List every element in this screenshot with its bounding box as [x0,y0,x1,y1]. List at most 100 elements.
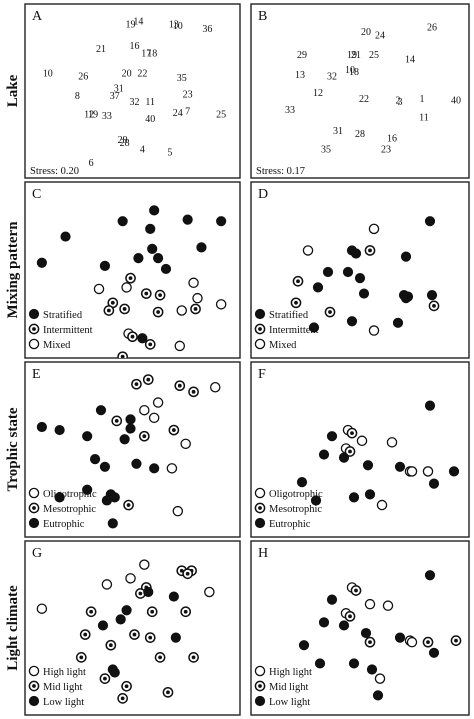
stress-value: Stress: 0.20 [30,166,79,177]
point-label: 6 [89,158,94,169]
point-filled [54,492,65,503]
point-filled [196,242,207,253]
point-label: 2 [396,96,401,107]
point-filled [117,216,128,227]
point-open [152,397,164,408]
point-dot [144,339,156,350]
legend-label: Oligotrophic [269,489,323,500]
legend-item: High light [28,665,86,678]
point-dot [180,606,192,618]
point-filled [298,640,310,651]
point-dot [450,635,462,646]
point-filled [326,594,338,605]
point-filled [99,260,111,271]
legend-item: Mesotrophic [254,502,322,515]
point-open [166,463,178,474]
panel-letter: F [258,367,266,382]
point-filled [82,484,93,495]
legend-label: Mixed [43,340,71,351]
point-filled [182,214,193,225]
point-filled [338,452,350,463]
panel-frame [24,181,241,359]
point-dot [28,323,40,335]
point-dot [290,297,302,309]
legend: High light Mid light Low light [254,665,312,708]
point-label: 7 [185,106,190,117]
point-dot [422,636,434,648]
point-label: 18 [349,67,359,78]
point-label: 28 [120,138,130,149]
point-dot [131,378,142,390]
legend: Oligotrophic Mesotrophic Eutrophic [28,487,97,530]
legend-label: Low light [43,697,84,708]
point-filled [28,695,40,707]
point-filled [121,605,132,616]
legend-item: Mid light [254,680,308,693]
point-label: 17 [141,49,151,60]
point-label: 40 [451,96,461,107]
point-filled [448,466,460,477]
legend-label: High light [269,667,312,678]
point-filled [168,591,179,602]
legend-item: Intermittent [254,323,319,336]
panel-frame [250,3,470,179]
point-label: 24 [173,108,183,119]
panel-frame [24,540,241,716]
legend: High light Mid light Low light [28,665,86,708]
point-filled [360,627,372,639]
point-dot [117,693,129,704]
point-open [172,505,184,517]
point-filled [82,431,93,442]
point-label: 14 [133,17,143,28]
point-filled [133,253,144,264]
panel-frame [250,361,470,538]
point-filled [362,460,374,471]
point-label: 36 [202,24,212,35]
point-filled [426,290,438,301]
point-dot [105,639,117,651]
point-filled [254,308,266,320]
panel-C: C Stratified Intermittent Mixed [24,181,241,359]
point-dot [138,430,150,442]
point-label: 21 [96,44,106,55]
point-filled [318,617,330,628]
point-dot [85,606,97,618]
point-filled [358,288,370,299]
point-filled [318,449,330,460]
point-filled [60,231,71,242]
point-filled [147,243,158,254]
points [290,216,440,336]
point-filled [109,667,120,678]
point-filled [428,478,440,489]
legend-label: Mixed [269,340,297,351]
panel-frame [24,3,241,179]
row-label: Mixing pattern [5,221,21,319]
point-dot [254,323,266,335]
panel-letter: D [258,187,268,202]
point-dot [346,427,358,439]
point-filled [137,333,148,344]
point-label: 16 [129,41,139,52]
legend-label: Eutrophic [269,519,311,530]
legend-label: Intermittent [269,325,319,336]
point-label: 10 [345,65,355,76]
point-filled [346,316,358,327]
point-filled [326,431,338,442]
point-dot [152,306,164,318]
point-dot [121,680,132,692]
point-filled [254,695,266,707]
point-open [386,437,398,448]
point-open [28,338,40,350]
point-dot [162,686,174,698]
point-filled [322,266,334,278]
point-label: 21 [351,50,361,61]
point-label: 11 [419,112,429,123]
point-label: 29 [118,135,128,146]
point-label: 35 [177,73,187,84]
point-filled [101,495,112,506]
legend-item: Mid light [28,680,82,693]
point-dot [364,636,376,648]
point-filled [364,489,376,500]
point-label: 32 [129,97,139,108]
